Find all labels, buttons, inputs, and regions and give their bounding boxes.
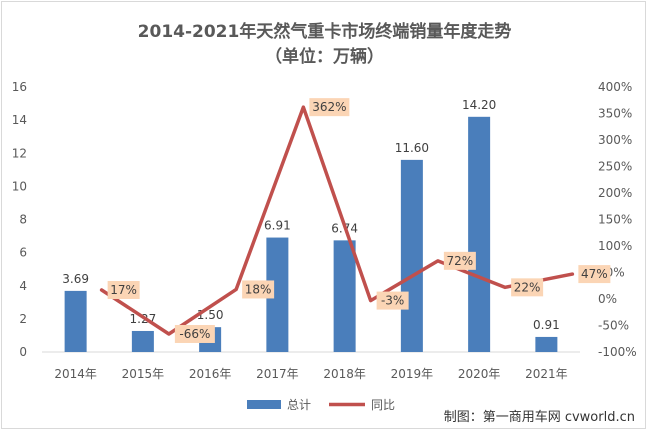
- bar: [131, 330, 154, 352]
- bar: [535, 336, 558, 352]
- y-left-tick-label: 16: [12, 80, 27, 94]
- line-value-label: -3%: [381, 294, 404, 308]
- y-left-tick-label: 14: [12, 113, 27, 127]
- line-value-label: -66%: [179, 327, 210, 341]
- y-left-tick-label: 2: [19, 312, 27, 326]
- y-right-tick-label: 0%: [598, 292, 617, 306]
- chart-title: 2014-2021年天然气重卡市场终端销量年度走势: [137, 22, 512, 42]
- bar: [400, 159, 423, 352]
- legend-label-total: 总计: [287, 398, 311, 412]
- line-value-label: 18%: [245, 282, 272, 296]
- y-left-tick-label: 4: [19, 279, 27, 293]
- y-left-tick-label: 6: [19, 246, 27, 260]
- bar-value-label: 11.60: [395, 141, 429, 155]
- y-right-tick-label: 100%: [598, 239, 632, 253]
- line-label-box: [309, 98, 350, 117]
- y-right-tick-label: 200%: [598, 186, 632, 200]
- bar-value-label: 3.69: [62, 272, 89, 286]
- y-right-tick-label: 250%: [598, 160, 632, 174]
- legend-swatch-total: [247, 400, 281, 409]
- y-left-tick-label: 8: [19, 213, 27, 227]
- line-value-label: 47%: [581, 267, 608, 281]
- bar: [333, 240, 356, 352]
- x-tick-label: 2021年: [525, 367, 568, 381]
- y-left-tick-label: 12: [12, 146, 27, 160]
- y-right-tick-label: -100%: [598, 345, 637, 359]
- line-value-label: 22%: [514, 280, 541, 294]
- bar: [468, 116, 491, 352]
- y-right-tick-label: 300%: [598, 133, 632, 147]
- x-tick-label: 2014年: [54, 367, 97, 381]
- y-right-tick-label: 150%: [598, 213, 632, 227]
- line-label-box: [443, 251, 476, 270]
- line-label-box: [107, 280, 140, 299]
- x-tick-label: 2015年: [122, 367, 165, 381]
- y-right-tick-label: 400%: [598, 80, 632, 94]
- y-left-tick-label: 10: [12, 179, 27, 193]
- chart-credit: 制图：第一商用车网 cvworld.cn: [443, 410, 635, 425]
- line-value-label: 72%: [447, 254, 474, 268]
- line-label-box: [174, 324, 215, 343]
- line-value-label: 362%: [312, 100, 346, 114]
- y-right-tick-label: -50%: [598, 319, 629, 333]
- bar-value-label: 0.91: [533, 318, 560, 332]
- x-tick-label: 2017年: [256, 367, 299, 381]
- bar: [64, 290, 87, 352]
- line-label-box: [578, 265, 611, 284]
- bar-value-label: 1.50: [197, 308, 224, 322]
- x-tick-label: 2016年: [189, 367, 232, 381]
- x-tick-label: 2020年: [458, 367, 501, 381]
- line-label-box: [376, 291, 409, 310]
- legend-label-yoy: 同比: [371, 398, 395, 412]
- chart-subtitle: （单位：万辆）: [265, 47, 384, 67]
- x-tick-label: 2019年: [391, 367, 434, 381]
- line-label-box: [511, 278, 544, 297]
- x-tick-label: 2018年: [323, 367, 366, 381]
- line-value-label: 17%: [110, 283, 137, 297]
- bar-value-label: 6.91: [264, 219, 291, 233]
- y-left-tick-label: 0: [19, 345, 27, 359]
- bar-value-label: 14.20: [462, 98, 496, 112]
- y-right-tick-label: 350%: [598, 107, 632, 121]
- line-label-box: [242, 280, 275, 299]
- bar: [266, 237, 289, 352]
